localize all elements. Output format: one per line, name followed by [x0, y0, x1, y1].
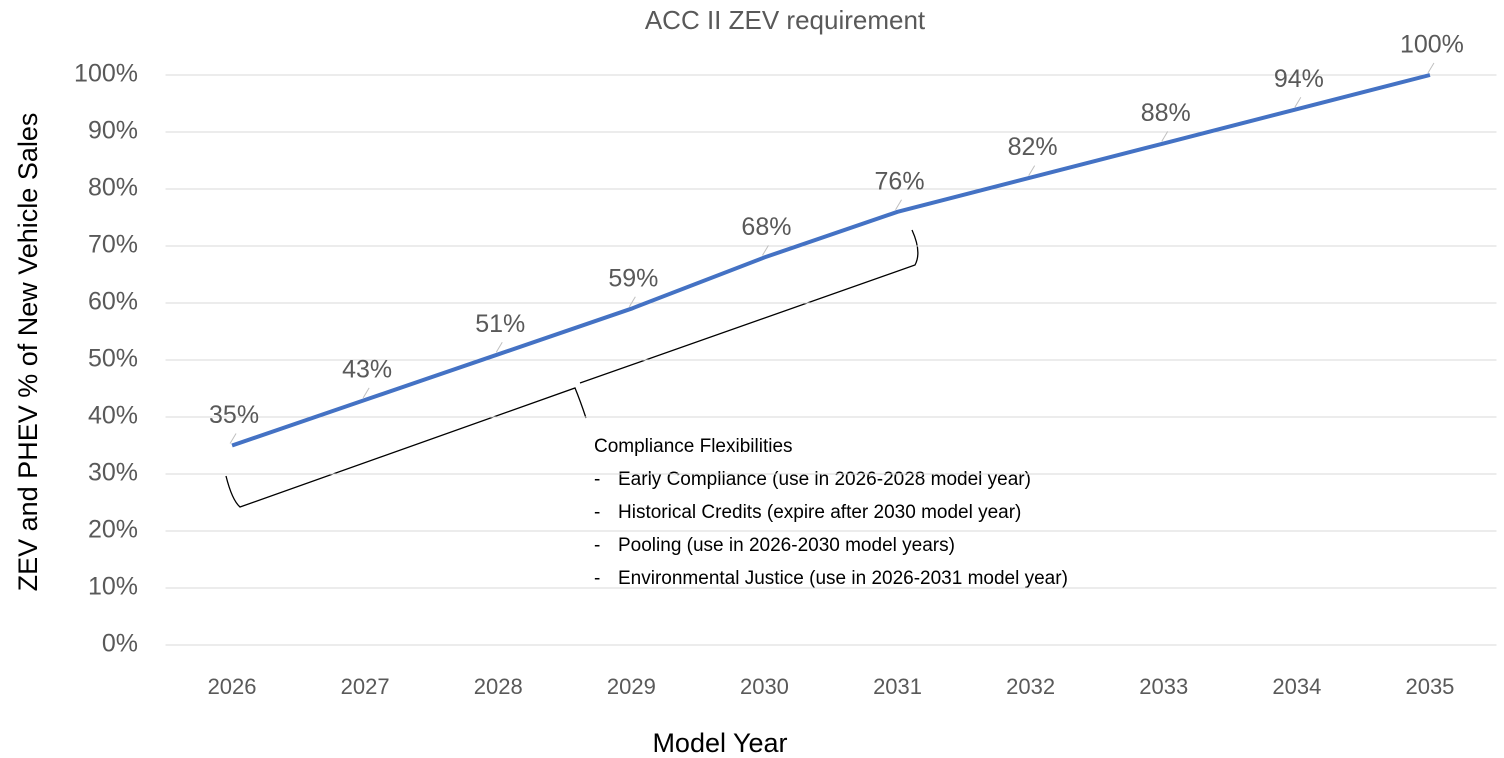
- annotation-heading: Compliance Flexibilities: [594, 436, 793, 457]
- y-tick-label: 60%: [88, 288, 138, 316]
- y-tick-label: 40%: [88, 402, 138, 430]
- data-label: 76%: [875, 167, 925, 195]
- data-label: 94%: [1274, 65, 1324, 93]
- x-tick-label: 2026: [208, 674, 257, 699]
- bullet: -: [594, 469, 600, 490]
- x-tick-label: 2032: [1006, 674, 1055, 699]
- x-tick-label: 2027: [341, 674, 390, 699]
- leader-line: [895, 199, 902, 211]
- data-label: 68%: [741, 213, 791, 241]
- annotation-item: Pooling (use in 2026-2030 model years): [618, 535, 955, 556]
- y-tick-label: 100%: [74, 60, 138, 88]
- x-tick-label: 2028: [474, 674, 523, 699]
- leader-line: [1161, 131, 1169, 142]
- annotation-item: Early Compliance (use in 2026-2028 model…: [618, 469, 1031, 490]
- leader-line: [1294, 96, 1302, 108]
- leader-line: [229, 433, 237, 444]
- x-tick-label: 2031: [873, 674, 922, 699]
- data-line: [231, 73, 1431, 448]
- leader-line: [762, 245, 769, 256]
- y-tick-label: 20%: [88, 516, 138, 544]
- y-tick-label: 30%: [88, 459, 138, 487]
- y-axis-label: ZEV and PHEV % of New Vehicle Sales: [13, 113, 43, 592]
- x-tick-label: 2033: [1139, 674, 1188, 699]
- y-tick-label: 90%: [88, 117, 138, 145]
- x-tick-label: 2029: [607, 674, 656, 699]
- bullet: -: [594, 502, 600, 523]
- x-axis-label: Model Year: [652, 728, 787, 758]
- data-label: 35%: [209, 401, 259, 429]
- annotation: Compliance Flexibilities - Early Complian…: [594, 436, 1068, 589]
- leader-line: [362, 387, 370, 399]
- x-tick-label: 2034: [1272, 674, 1321, 699]
- y-tick-label: 70%: [88, 231, 138, 259]
- leader-line: [1427, 62, 1435, 74]
- annotation-item: Environmental Justice (use in 2026-2031 …: [618, 568, 1068, 589]
- data-label: 51%: [475, 310, 525, 338]
- y-tick-label: 10%: [88, 573, 138, 601]
- chart-title: ACC II ZEV requirement: [645, 5, 926, 35]
- bullet: -: [594, 568, 600, 589]
- leader-line: [628, 296, 636, 307]
- bullet: -: [594, 535, 600, 556]
- y-tick-label: 0%: [102, 630, 138, 658]
- data-label: 59%: [608, 264, 658, 292]
- x-tick-label: 2035: [1405, 674, 1454, 699]
- y-tick-label: 50%: [88, 345, 138, 373]
- leader-line: [495, 342, 503, 353]
- annotation-item: Historical Credits (expire after 2030 mo…: [618, 502, 1021, 523]
- x-tick-label: 2030: [740, 674, 789, 699]
- brace: [225, 229, 919, 508]
- leader-line: [1028, 165, 1036, 176]
- data-label: 82%: [1008, 133, 1058, 161]
- data-label: 43%: [342, 356, 392, 384]
- y-tick-label: 80%: [88, 174, 138, 202]
- data-label: 88%: [1141, 99, 1191, 127]
- data-label: 100%: [1400, 31, 1464, 59]
